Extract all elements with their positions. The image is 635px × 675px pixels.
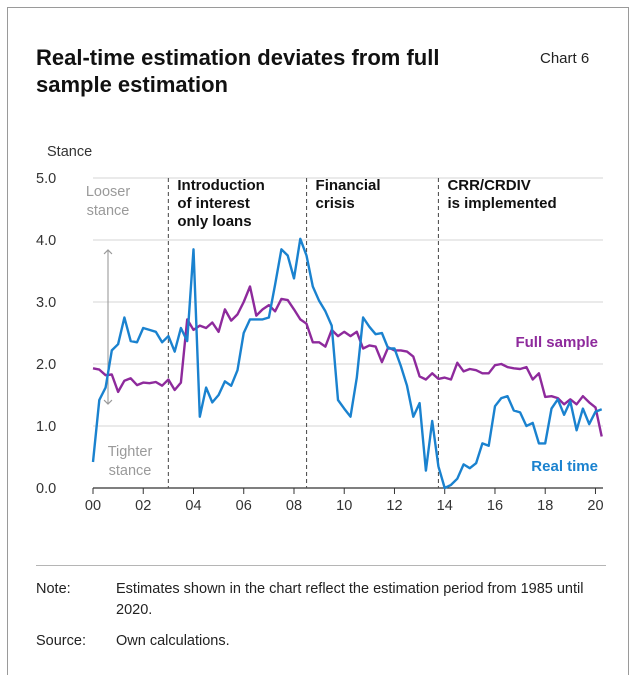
x-tick-label: 20 — [587, 498, 603, 514]
chart-title: Real-time estimation deviates from full … — [36, 45, 440, 97]
y-tick-label: 4.0 — [36, 233, 56, 249]
note-label: Note: — [36, 581, 71, 597]
looser-label: Looser — [86, 184, 131, 200]
chart-number: Chart 6 — [540, 50, 590, 67]
x-tick-label: 18 — [537, 498, 553, 514]
x-tick-label: 12 — [386, 498, 402, 514]
frame-left-border — [7, 7, 8, 675]
note-text: Estimates shown in the chart reflect the… — [116, 581, 584, 618]
y-tick-label: 0.0 — [36, 481, 56, 497]
x-tick-label: 06 — [236, 498, 252, 514]
y-tick-label: 3.0 — [36, 295, 56, 311]
x-tick-label: 00 — [85, 498, 101, 514]
event-label: Introduction — [177, 177, 264, 194]
x-tick-label: 02 — [135, 498, 151, 514]
event-label: CRR/CRDIV — [447, 177, 530, 194]
footer-separator — [36, 565, 606, 566]
event-label: of interest — [177, 195, 250, 212]
x-tick-label: 08 — [286, 498, 302, 514]
y-tick-label: 1.0 — [36, 419, 56, 435]
full-sample-line — [92, 285, 603, 437]
x-tick-label: 16 — [487, 498, 503, 514]
event-label: crisis — [316, 195, 355, 212]
x-tick-label: 04 — [185, 498, 201, 514]
tighter-label: stance — [109, 463, 152, 479]
event-label: is implemented — [447, 195, 556, 212]
looser-label: stance — [87, 203, 130, 219]
y-tick-label: 2.0 — [36, 357, 56, 373]
y-tick-label: 5.0 — [36, 171, 56, 187]
frame-right-border — [628, 7, 629, 675]
y-axis-label: Stance — [47, 144, 92, 160]
x-tick-label: 10 — [336, 498, 352, 514]
line-chart: Stance 0.0 1.0 2.0 3.0 4.0 5.0 00 02 04 06 08 10 12 14… — [36, 144, 604, 514]
event-label: only loans — [177, 213, 251, 230]
frame-top-border — [7, 7, 629, 8]
real-time-line — [91, 237, 603, 490]
x-tick-label: 14 — [437, 498, 453, 514]
real-time-label: Real time — [531, 458, 598, 475]
source-label: Source: — [36, 633, 86, 649]
source-text: Own calculations. — [116, 633, 230, 649]
full-sample-label: Full sample — [515, 334, 598, 351]
event-label: Financial — [316, 177, 381, 194]
tighter-label: Tighter — [108, 444, 153, 460]
